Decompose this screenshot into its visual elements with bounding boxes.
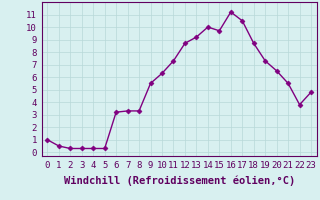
X-axis label: Windchill (Refroidissement éolien,°C): Windchill (Refroidissement éolien,°C) [64,175,295,186]
